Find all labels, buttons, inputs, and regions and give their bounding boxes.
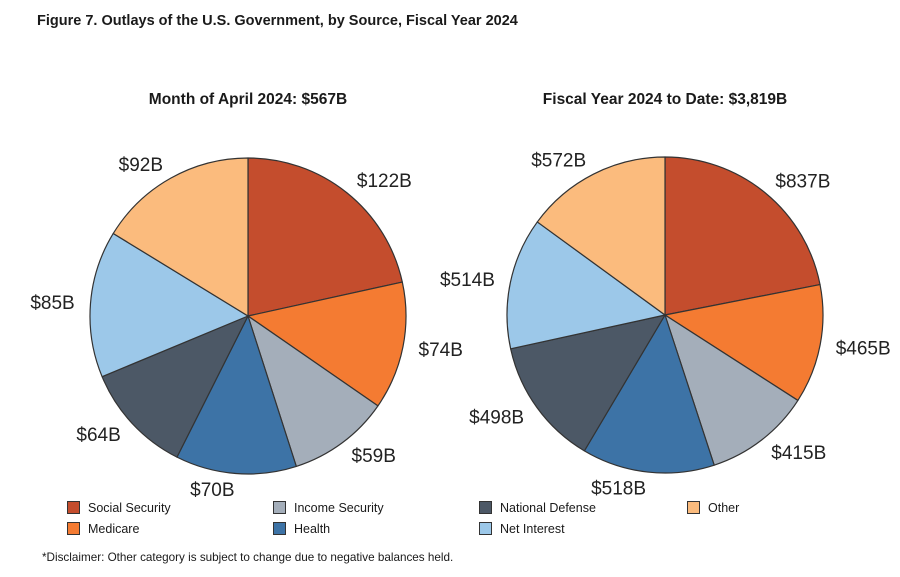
legend-swatch-medicare xyxy=(67,522,80,535)
legend-item-social-security: Social Security xyxy=(67,497,171,518)
legend-column-1: Social Security Medicare xyxy=(67,497,171,539)
legend-item-national-defense: National Defense xyxy=(479,497,596,518)
legend-item-income-security: Income Security xyxy=(273,497,384,518)
slice-value-label-national-defense: $64B xyxy=(76,425,120,446)
legend-swatch-social-security xyxy=(67,501,80,514)
legend-label-social-security: Social Security xyxy=(88,500,171,515)
slice-value-label-other: $572B xyxy=(531,151,586,172)
slice-value-label-national-defense: $498B xyxy=(469,407,524,428)
slice-value-label-other: $92B xyxy=(119,155,163,176)
legend-label-national-defense: National Defense xyxy=(500,500,596,515)
slice-value-label-medicare: $74B xyxy=(419,340,463,361)
pie-slice-health xyxy=(176,315,297,475)
legend-label-other: Other xyxy=(708,500,740,515)
legend-swatch-income-security xyxy=(273,501,286,514)
legend-item-health: Health xyxy=(273,518,384,539)
pie-slice-net-interest xyxy=(506,221,666,350)
pie-slice-social-security xyxy=(664,156,821,316)
pie-slice-other xyxy=(112,157,249,317)
slice-value-label-net-interest: $85B xyxy=(30,293,74,314)
legend-swatch-net-interest xyxy=(479,522,492,535)
pie-slice-medicare xyxy=(664,283,824,402)
legend-swatch-national-defense xyxy=(479,501,492,514)
figure-title: Figure 7. Outlays of the U.S. Government… xyxy=(37,13,518,29)
slice-value-label-health: $518B xyxy=(591,478,646,499)
left-pie-chart: $122B $74B $59B $70B $64B $85B $92B xyxy=(30,155,463,501)
slice-value-label-income-security: $59B xyxy=(352,446,396,467)
slice-value-label-medicare: $465B xyxy=(836,338,891,359)
pie-slice-health xyxy=(583,314,715,474)
right-pie-title: Fiscal Year 2024 to Date: $3,819B xyxy=(542,91,788,108)
slice-value-label-social-security: $837B xyxy=(775,171,830,192)
pie-slice-income-security xyxy=(247,315,379,468)
pie-slice-other xyxy=(536,156,666,316)
right-pie-chart: $837B $465B $415B $518B $498B $514B $572B xyxy=(440,151,891,500)
left-pie-title: Month of April 2024: $567B xyxy=(148,91,348,108)
pie-slice-social-security xyxy=(247,157,403,317)
legend-column-4: Other xyxy=(687,497,739,518)
legend-item-other: Other xyxy=(687,497,739,518)
legend-label-medicare: Medicare xyxy=(88,521,140,536)
pie-slice-national-defense xyxy=(510,314,666,452)
slice-value-label-health: $70B xyxy=(190,480,234,501)
legend-column-3: National Defense Net Interest xyxy=(479,497,596,539)
legend-item-net-interest: Net Interest xyxy=(479,518,596,539)
legend-swatch-other xyxy=(687,501,700,514)
slice-value-label-net-interest: $514B xyxy=(440,270,495,291)
legend-item-medicare: Medicare xyxy=(67,518,171,539)
legend-column-2: Income Security Health xyxy=(273,497,384,539)
slice-value-label-social-security: $122B xyxy=(357,171,412,192)
pie-slice-medicare xyxy=(247,281,407,407)
legend-label-income-security: Income Security xyxy=(294,500,384,515)
slice-value-label-income-security: $415B xyxy=(771,443,826,464)
pie-slice-income-security xyxy=(664,314,799,466)
legend-label-net-interest: Net Interest xyxy=(500,521,565,536)
legend-label-health: Health xyxy=(294,521,331,536)
pie-slice-net-interest xyxy=(89,232,249,378)
disclaimer-text: *Disclaimer: Other category is subject t… xyxy=(42,551,454,564)
legend-swatch-health xyxy=(273,522,286,535)
pie-slice-national-defense xyxy=(101,315,249,458)
